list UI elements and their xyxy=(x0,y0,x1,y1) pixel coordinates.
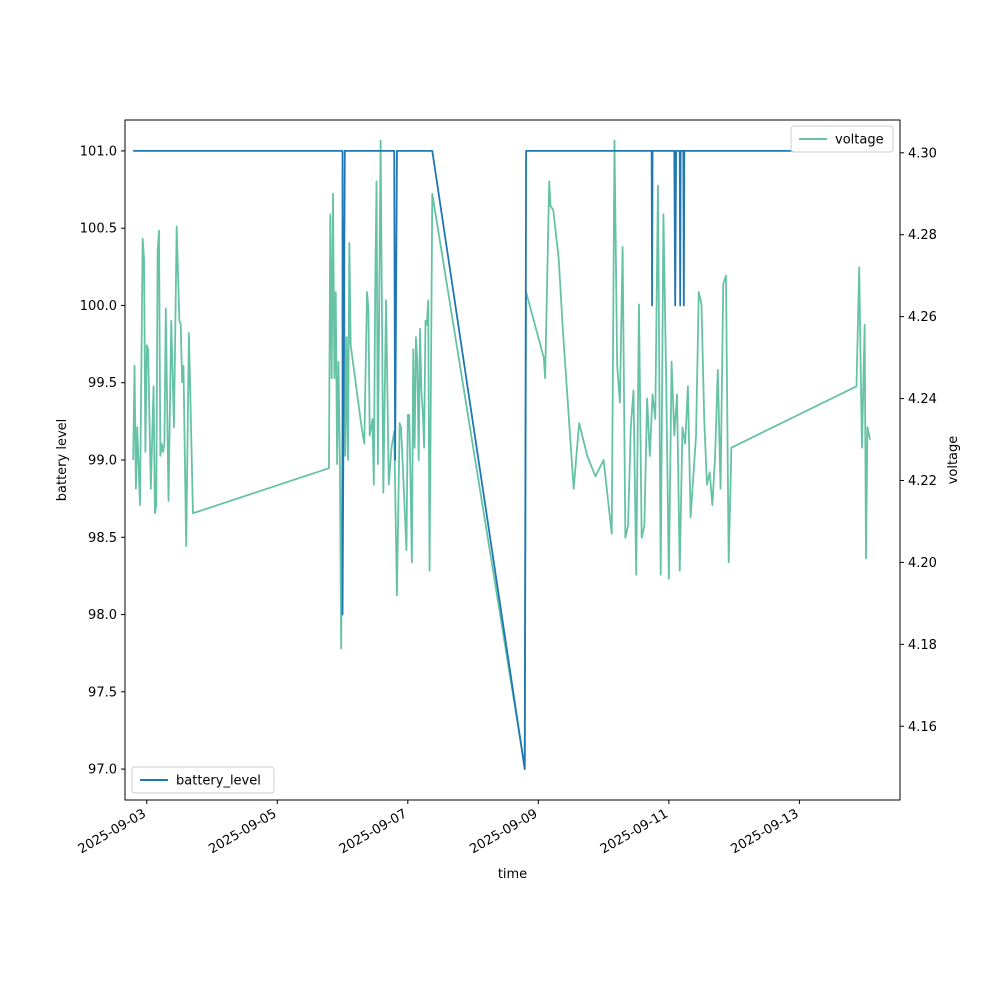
y-right-tick-label: 4.30 xyxy=(908,146,937,161)
x-tick-label: 2025-09-13 xyxy=(728,806,801,857)
x-axis: 2025-09-03 2025-09-05 2025-09-07 2025-09-09… xyxy=(76,800,801,857)
y-left-tick-label: 98.0 xyxy=(88,608,117,623)
y-left-tick-label: 100.5 xyxy=(80,222,117,237)
legend-voltage: voltage xyxy=(790,125,894,153)
y-axis-left-label: battery level xyxy=(55,419,70,502)
x-tick-label: 2025-09-05 xyxy=(206,806,279,857)
y-left-tick-label: 99.5 xyxy=(88,376,117,391)
x-tick-label: 2025-09-11 xyxy=(598,806,671,857)
series-line-voltage xyxy=(132,139,871,769)
legend-battery-label: battery_level xyxy=(176,774,261,789)
series-line-battery-level xyxy=(133,150,871,770)
legend-voltage-label: voltage xyxy=(835,133,884,148)
legend-voltage-box xyxy=(790,125,894,153)
x-axis-label: time xyxy=(498,867,527,882)
y-axis-left: 97.0 97.5 98.0 98.5 99.0 99.5 100.0 100.5 101.0 xyxy=(80,144,125,778)
plot-frame xyxy=(124,119,901,801)
y-right-tick-label: 4.16 xyxy=(908,720,937,735)
y-left-tick-label: 97.0 xyxy=(88,763,117,778)
x-tick-label: 2025-09-09 xyxy=(467,806,540,857)
x-tick-label: 2025-09-07 xyxy=(337,806,410,857)
legend-battery-level: battery_level xyxy=(131,766,275,794)
x-tick-label: 2025-09-03 xyxy=(76,806,149,857)
legend-battery-box xyxy=(131,766,275,794)
y-right-tick-label: 4.24 xyxy=(908,392,937,407)
y-right-tick-label: 4.28 xyxy=(908,228,937,243)
y-left-tick-label: 97.5 xyxy=(88,685,117,700)
y-left-tick-label: 98.5 xyxy=(88,531,117,546)
y-right-tick-label: 4.26 xyxy=(908,310,937,325)
y-right-tick-label: 4.22 xyxy=(908,474,937,489)
y-left-tick-label: 101.0 xyxy=(80,144,117,159)
plot-area xyxy=(132,139,871,770)
y-axis-right-label: voltage xyxy=(946,436,961,485)
y-right-tick-label: 4.20 xyxy=(908,556,937,571)
y-axis-right: 4.16 4.18 4.20 4.22 4.24 4.26 4.28 4.30 xyxy=(900,146,937,735)
y-left-tick-label: 100.0 xyxy=(80,299,117,314)
y-left-tick-label: 99.0 xyxy=(88,454,117,469)
y-right-tick-label: 4.18 xyxy=(908,638,937,653)
